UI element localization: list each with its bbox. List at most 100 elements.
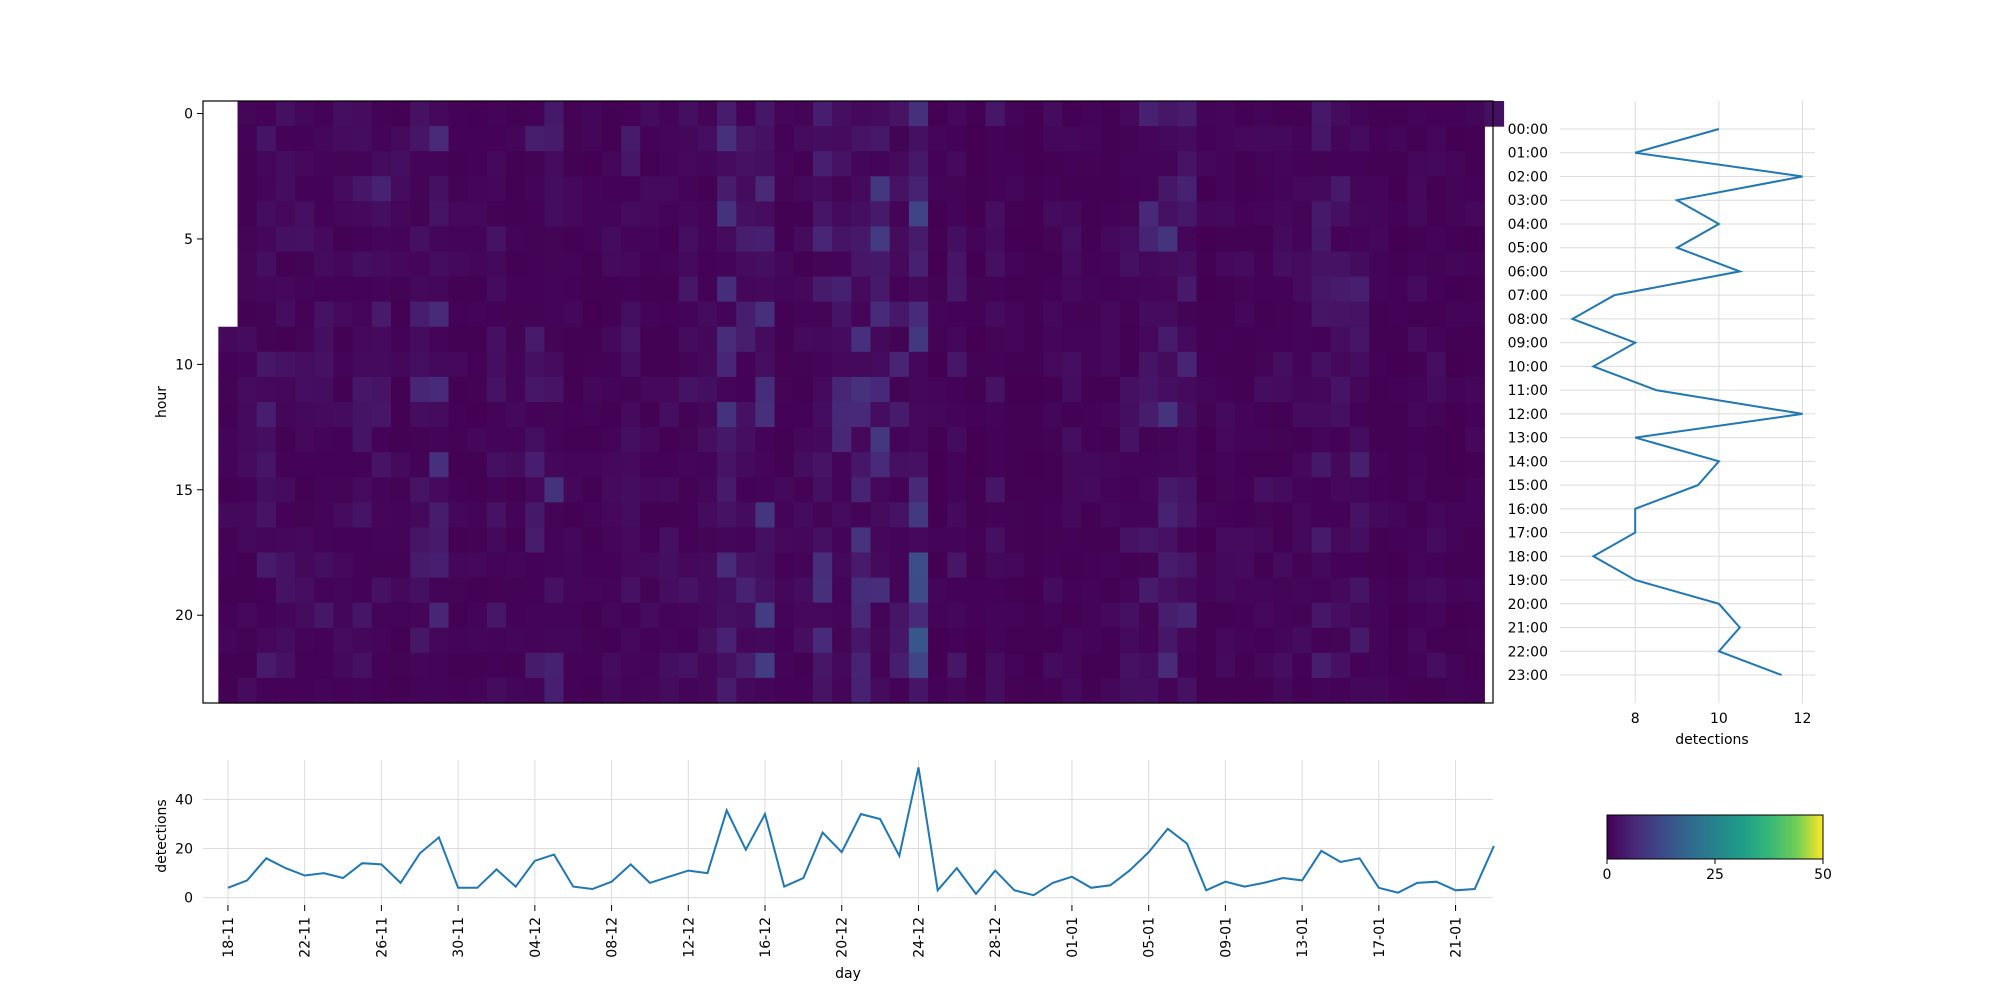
- heatmap-cell: [1139, 427, 1159, 453]
- heatmap-cell: [1407, 226, 1428, 253]
- heatmap-cell: [812, 376, 833, 403]
- heatmap-cell: [870, 276, 891, 303]
- heatmap-cell: [851, 552, 872, 579]
- heatmap-cell: [621, 201, 641, 228]
- heatmap-cell: [563, 176, 584, 202]
- heatmap-cell: [1445, 677, 1466, 704]
- heatmap-cell: [1081, 577, 1102, 604]
- heatmap-cell: [506, 677, 526, 704]
- heatmap-cell: [390, 527, 411, 554]
- heatmap-cell: [237, 477, 258, 503]
- heatmap-cell: [295, 452, 315, 478]
- daily-x-ticks: 18-11 22-11 26-11 30-11 04-12 08-12 12-12 16-12…: [221, 905, 1465, 958]
- heatmap-cell: [333, 126, 354, 152]
- heatmap-cell: [544, 126, 565, 152]
- heatmap-cell: [352, 176, 373, 202]
- heatmap-cell: [966, 402, 987, 428]
- heatmap-cell: [582, 402, 603, 428]
- heatmap-cell: [295, 527, 315, 554]
- heatmap-cell: [928, 577, 948, 604]
- heatmap-cell: [928, 376, 948, 403]
- heatmap-cell: [429, 201, 450, 228]
- heatmap-cell: [678, 201, 699, 228]
- heatmap-cell: [1196, 602, 1217, 629]
- heatmap-cell: [812, 301, 833, 328]
- heatmap-cell: [390, 126, 411, 152]
- heatmap-cell: [1062, 151, 1083, 177]
- heatmap-cell: [812, 402, 833, 428]
- heatmap-cell: [1330, 226, 1351, 253]
- heatmap-cell: [486, 151, 507, 177]
- heatmap-cell: [1388, 652, 1409, 679]
- heatmap-cell: [717, 627, 737, 654]
- heatmap-cell: [525, 502, 546, 529]
- heatmap-cell: [295, 477, 315, 503]
- heatmap-cell: [966, 552, 987, 579]
- heatmap-cell: [1119, 652, 1140, 679]
- heatmap-cell: [352, 101, 373, 127]
- heatmap-cell: [812, 427, 833, 453]
- heatmap-cell: [1426, 201, 1447, 228]
- heatmap-cell: [947, 577, 968, 604]
- heatmap-cell: [525, 427, 546, 453]
- heatmap-cell: [1119, 502, 1140, 529]
- heatmap-cell: [390, 376, 411, 403]
- heatmap-cell: [640, 151, 661, 177]
- heatmap-cell: [429, 527, 450, 554]
- heatmap-cell: [275, 351, 296, 378]
- heatmap-cell: [563, 326, 584, 353]
- heatmap-cell: [640, 602, 661, 629]
- heatmap-cell: [966, 226, 987, 253]
- heatmap-cell: [851, 226, 872, 253]
- heatmap-cell: [621, 326, 641, 353]
- heatmap-cell: [1445, 652, 1466, 679]
- heatmap-cell: [870, 602, 891, 629]
- hourly-y-tick-label: 01:00: [1508, 146, 1548, 162]
- heatmap-cell: [1445, 627, 1466, 654]
- heatmap-cell: [1234, 201, 1255, 228]
- heatmap-cell: [582, 677, 603, 704]
- heatmap-cell: [889, 477, 910, 503]
- heatmap-cell: [256, 602, 277, 629]
- heatmap-cell: [1215, 427, 1236, 453]
- heatmap-cell: [371, 151, 392, 177]
- heatmap-cell: [333, 577, 354, 604]
- hourly-y-tick-label: 00:00: [1508, 122, 1548, 138]
- heatmap-cell: [832, 627, 852, 654]
- heatmap-cell: [1445, 376, 1466, 403]
- heatmap-cell: [889, 251, 910, 278]
- hourly-x-tick-label: 12: [1794, 711, 1812, 727]
- heatmap-cell: [678, 677, 699, 704]
- heatmap-cell: [563, 427, 584, 453]
- heatmap-cell: [1062, 276, 1083, 303]
- heatmap-cell: [1004, 126, 1025, 152]
- heatmap-cell: [621, 627, 641, 654]
- heatmap-cell: [851, 602, 872, 629]
- heatmap-cell: [333, 477, 354, 503]
- heatmap-cell: [1426, 677, 1447, 704]
- heatmap-cell: [371, 176, 392, 202]
- heatmap-cell: [812, 577, 833, 604]
- heatmap-cell: [237, 527, 258, 554]
- heatmap-cell: [1234, 151, 1255, 177]
- heatmap-cell: [390, 402, 411, 428]
- heatmap-cell: [1273, 452, 1294, 478]
- heatmap-cell: [333, 602, 354, 629]
- heatmap-cell: [1139, 402, 1159, 428]
- heatmap-cell: [1388, 376, 1409, 403]
- heatmap-cell: [1330, 527, 1351, 554]
- heatmap-cell: [621, 301, 641, 328]
- heatmap-cell: [506, 577, 526, 604]
- heatmap-cell: [256, 427, 277, 453]
- heatmap-cell: [563, 652, 584, 679]
- heatmap-cell: [659, 627, 680, 654]
- heatmap-cell: [736, 652, 757, 679]
- heatmap-cell: [736, 376, 757, 403]
- heatmap-cell: [1177, 126, 1198, 152]
- heatmap-cell: [314, 527, 335, 554]
- heatmap-cell: [966, 427, 987, 453]
- heatmap-cell: [1177, 602, 1198, 629]
- heatmap-cell: [1445, 577, 1466, 604]
- heatmap-cell: [985, 452, 1006, 478]
- heatmap-cell: [506, 326, 526, 353]
